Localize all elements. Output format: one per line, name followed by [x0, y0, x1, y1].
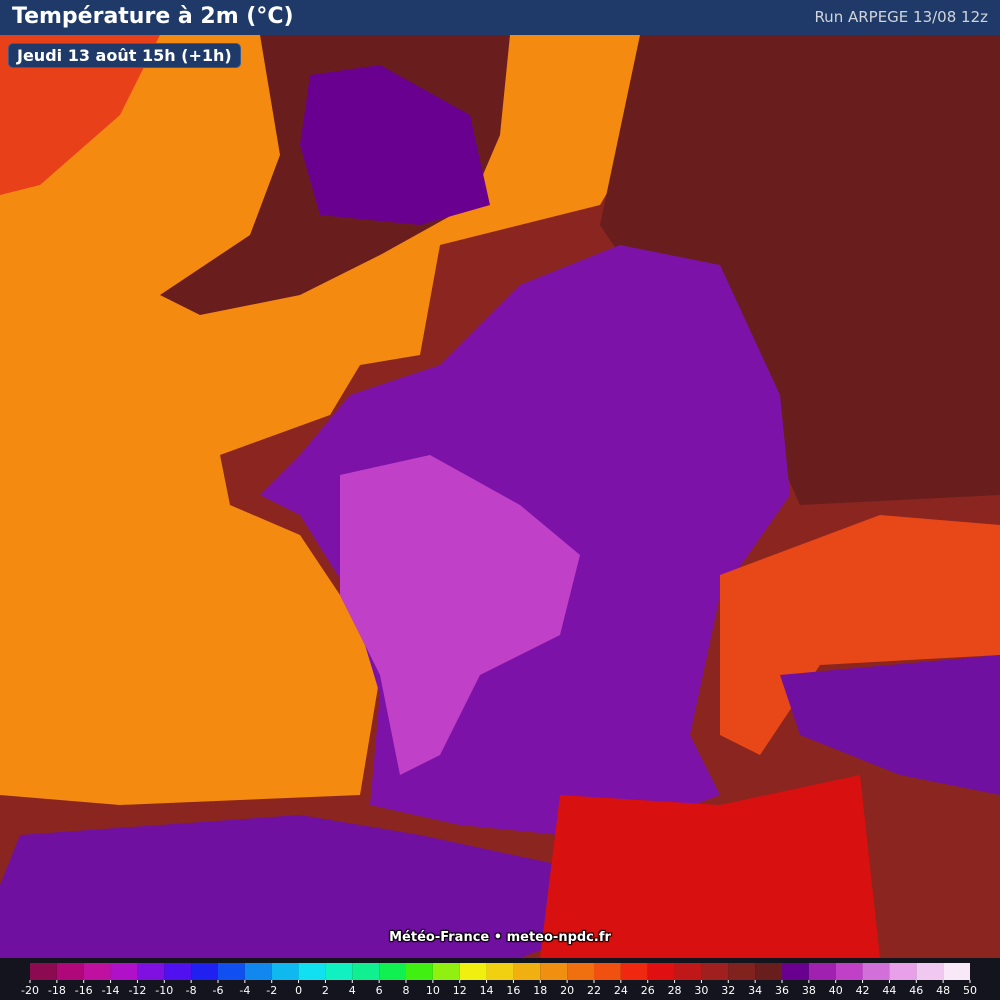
- legend-swatch: [298, 963, 326, 980]
- legend-label: -6: [213, 984, 224, 997]
- legend-swatch: [862, 963, 890, 980]
- legend-label: 48: [936, 984, 950, 997]
- legend-swatch: [647, 963, 675, 980]
- legend-swatch: [56, 963, 84, 980]
- italy: [780, 655, 1000, 795]
- france-hot: [340, 455, 580, 775]
- legend-label: -4: [239, 984, 250, 997]
- legend-label: -10: [155, 984, 173, 997]
- legend-swatch: [110, 963, 138, 980]
- legend-label: 4: [349, 984, 356, 997]
- legend-swatch: [83, 963, 111, 980]
- legend-label: 22: [587, 984, 601, 997]
- legend-label: 46: [909, 984, 923, 997]
- header-bar: Température à 2m (°C) Run ARPEGE 13/08 1…: [0, 0, 1000, 35]
- legend-label: 24: [614, 984, 628, 997]
- temperature-map: [0, 35, 1000, 958]
- title: Température à 2m (°C): [12, 4, 294, 29]
- legend-swatch: [782, 963, 809, 980]
- legend-swatch: [701, 963, 729, 980]
- date-label: Jeudi 13 août 15h (+1h): [8, 43, 241, 68]
- legend-swatch: [620, 963, 648, 980]
- legend-swatch: [943, 963, 970, 980]
- legend-label: 18: [533, 984, 547, 997]
- mediterranean: [540, 775, 880, 958]
- legend-label: 26: [641, 984, 655, 997]
- legend-swatch: [513, 963, 541, 980]
- legend-swatch: [164, 963, 192, 980]
- legend-swatch: [728, 963, 756, 980]
- legend-swatch: [916, 963, 944, 980]
- legend-swatch: [244, 963, 272, 980]
- legend-label: -2: [266, 984, 277, 997]
- legend-label: 0: [295, 984, 302, 997]
- legend-swatch: [30, 963, 57, 980]
- legend-swatch: [594, 963, 621, 980]
- legend-swatch: [137, 963, 165, 980]
- legend-swatch: [567, 963, 594, 980]
- legend-label: 10: [426, 984, 440, 997]
- legend-swatch: [674, 963, 702, 980]
- legend-label: 2: [322, 984, 329, 997]
- legend-swatch: [325, 963, 353, 980]
- legend-swatch: [755, 963, 782, 980]
- legend-label: 44: [882, 984, 896, 997]
- britain-hot: [300, 65, 490, 225]
- legend-label: -14: [102, 984, 120, 997]
- legend-label: 20: [560, 984, 574, 997]
- legend-label: 6: [376, 984, 383, 997]
- legend-label: 16: [506, 984, 520, 997]
- legend-label: 32: [721, 984, 735, 997]
- legend-label: 14: [480, 984, 494, 997]
- legend-label: 30: [694, 984, 708, 997]
- legend-label: 12: [453, 984, 467, 997]
- legend-label: -18: [48, 984, 66, 997]
- legend-label: -20: [21, 984, 39, 997]
- spain: [0, 815, 580, 958]
- color-legend: -20 -18 -16 -14 -12 -10 -8 -6 -4 -2 0 2 4 6 8 10 12 14 16 1…: [0, 958, 1000, 1000]
- run-info: Run ARPEGE 13/08 12z: [814, 8, 988, 26]
- legend-swatch: [191, 963, 218, 980]
- legend-label: 42: [856, 984, 870, 997]
- legend-swatch: [271, 963, 299, 980]
- credit: Météo-France • meteo-npdc.fr: [389, 930, 611, 945]
- legend-swatch: [459, 963, 487, 980]
- germany: [600, 35, 1000, 505]
- legend-swatch: [808, 963, 836, 980]
- legend-label: -16: [75, 984, 93, 997]
- legend-swatch: [218, 963, 245, 980]
- legend-swatch: [835, 963, 863, 980]
- legend-swatch: [432, 963, 460, 980]
- legend-label: 38: [802, 984, 816, 997]
- legend-swatch: [379, 963, 406, 980]
- legend-swatch: [540, 963, 568, 980]
- legend-label: 8: [403, 984, 410, 997]
- legend-label: 28: [668, 984, 682, 997]
- legend-swatch: [352, 963, 380, 980]
- legend-label: 50: [963, 984, 977, 997]
- legend-label: 34: [748, 984, 762, 997]
- legend-swatch: [486, 963, 514, 980]
- legend-label: 36: [775, 984, 789, 997]
- legend-label: -12: [128, 984, 146, 997]
- ireland: [0, 35, 160, 195]
- legend-label: -8: [186, 984, 197, 997]
- legend-swatch: [406, 963, 433, 980]
- legend-swatch: [889, 963, 917, 980]
- legend-label: 40: [829, 984, 843, 997]
